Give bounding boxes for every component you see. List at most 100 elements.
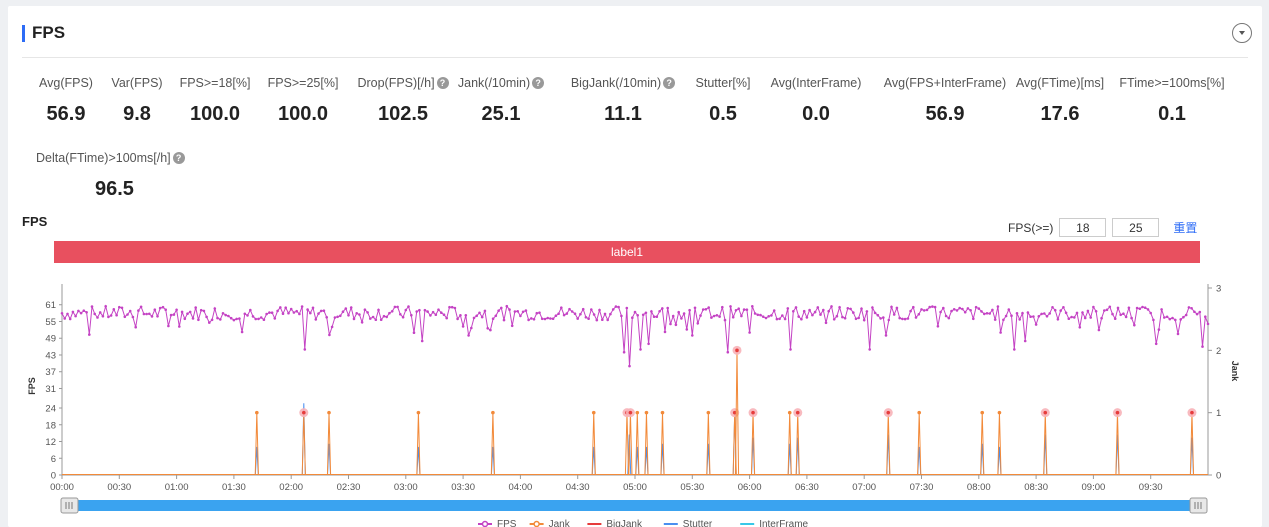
fps-point: [546, 316, 549, 320]
fps-point: [778, 317, 781, 321]
reset-link[interactable]: 重置: [1173, 221, 1198, 235]
fps-point: [295, 309, 299, 313]
label-band[interactable]: label1: [54, 241, 1200, 263]
fps-point: [587, 317, 590, 321]
fps-point: [470, 326, 473, 330]
fps-point: [66, 312, 69, 316]
x-tick-label: 07:30: [910, 482, 934, 493]
fps-point: [1198, 310, 1202, 314]
fps-point: [254, 317, 257, 321]
fps-point: [150, 315, 154, 318]
fps-point: [669, 322, 672, 326]
fps-point: [993, 318, 997, 321]
fps-point: [952, 308, 956, 311]
jank-point: [732, 410, 737, 415]
fps-point: [584, 316, 588, 319]
threshold-low-input[interactable]: [1059, 218, 1107, 237]
help-icon[interactable]: ?: [172, 152, 185, 164]
fps-point: [319, 309, 323, 313]
fps-point: [650, 310, 653, 313]
fps-point: [259, 316, 263, 319]
metric-value: 0.0: [802, 103, 830, 125]
x-tick-label: 08:30: [1024, 482, 1048, 493]
fps-point: [1184, 313, 1188, 317]
fps-point: [925, 308, 929, 312]
fps-point: [865, 310, 869, 313]
x-tick-label: 08:00: [967, 482, 991, 493]
metric-label: Avg(InterFrame): [771, 76, 862, 90]
fps-point: [71, 310, 75, 314]
fps-point: [456, 317, 459, 321]
fps-point: [868, 348, 871, 351]
jank-point: [644, 410, 649, 415]
fps-point: [431, 310, 435, 314]
collapse-toggle[interactable]: [1232, 23, 1252, 43]
fps-point: [903, 317, 907, 321]
fps-point: [753, 312, 757, 315]
legend-label[interactable]: InterFrame: [759, 519, 808, 527]
y-left-tick-label: 0: [51, 471, 56, 482]
fps-point: [379, 318, 383, 322]
x-tick-label: 03:00: [394, 482, 418, 493]
fps-point: [407, 305, 410, 308]
fps-point: [314, 318, 318, 321]
fps-point: [445, 316, 449, 320]
fps-point: [516, 310, 519, 313]
fps-point: [246, 314, 249, 317]
metric-value: 25.1: [481, 103, 521, 125]
legend-label[interactable]: Jank: [549, 519, 571, 527]
fps-point: [942, 306, 945, 310]
help-icon[interactable]: ?: [436, 77, 449, 89]
x-tick-label: 01:30: [222, 482, 246, 493]
range-slider-track[interactable]: [64, 500, 1204, 511]
fps-point: [412, 331, 416, 335]
fps-point: [306, 308, 309, 311]
y-right-tick-label: 3: [1216, 284, 1221, 295]
fps-point: [1032, 315, 1035, 318]
fps-point: [966, 307, 970, 310]
metric-2: FPS>=18[%] 100.0: [135, 74, 295, 126]
fps-point: [77, 309, 80, 313]
fps-point: [1133, 323, 1136, 327]
fps-point: [682, 312, 686, 315]
y-left-tick-label: 24: [45, 404, 56, 415]
x-tick-label: 09:00: [1082, 482, 1106, 493]
fps-point: [920, 308, 923, 311]
metric-label: Avg(FTime)[ms]: [1016, 76, 1104, 90]
fps-point: [991, 308, 994, 312]
metric-value: 100.0: [189, 103, 241, 125]
fps-point: [901, 317, 904, 321]
fps-point: [360, 321, 364, 324]
help-icon[interactable]: ?: [532, 77, 545, 89]
fps-point: [674, 323, 678, 327]
fps-point: [606, 318, 609, 322]
jank-point: [1190, 410, 1194, 415]
fps-point: [549, 317, 552, 320]
fps-point: [699, 314, 702, 317]
fps-point: [191, 317, 195, 320]
threshold-high-input[interactable]: [1112, 218, 1160, 237]
x-tick-label: 01:00: [165, 482, 189, 493]
fps-point: [90, 305, 94, 308]
fps-point: [663, 330, 667, 334]
fps-point: [164, 308, 167, 312]
help-icon[interactable]: ?: [663, 77, 676, 89]
jank-point: [1115, 410, 1120, 415]
legend-label[interactable]: FPS: [497, 519, 517, 527]
fps-point: [1168, 317, 1172, 321]
fps-point: [268, 311, 271, 314]
legend-label[interactable]: Stutter: [683, 519, 713, 527]
fps-point: [1124, 315, 1128, 319]
fps-point: [691, 334, 694, 337]
fps-point: [344, 307, 348, 310]
fps-point: [472, 316, 476, 320]
fps-point: [876, 313, 880, 317]
legend-label[interactable]: BigJank: [606, 519, 643, 527]
fps-point: [172, 313, 176, 316]
fps-point: [835, 314, 839, 318]
fps-point: [969, 309, 972, 312]
fps-point: [603, 312, 607, 316]
jank-point: [416, 410, 421, 415]
fps-point: [178, 325, 181, 328]
fps-point: [909, 309, 912, 313]
